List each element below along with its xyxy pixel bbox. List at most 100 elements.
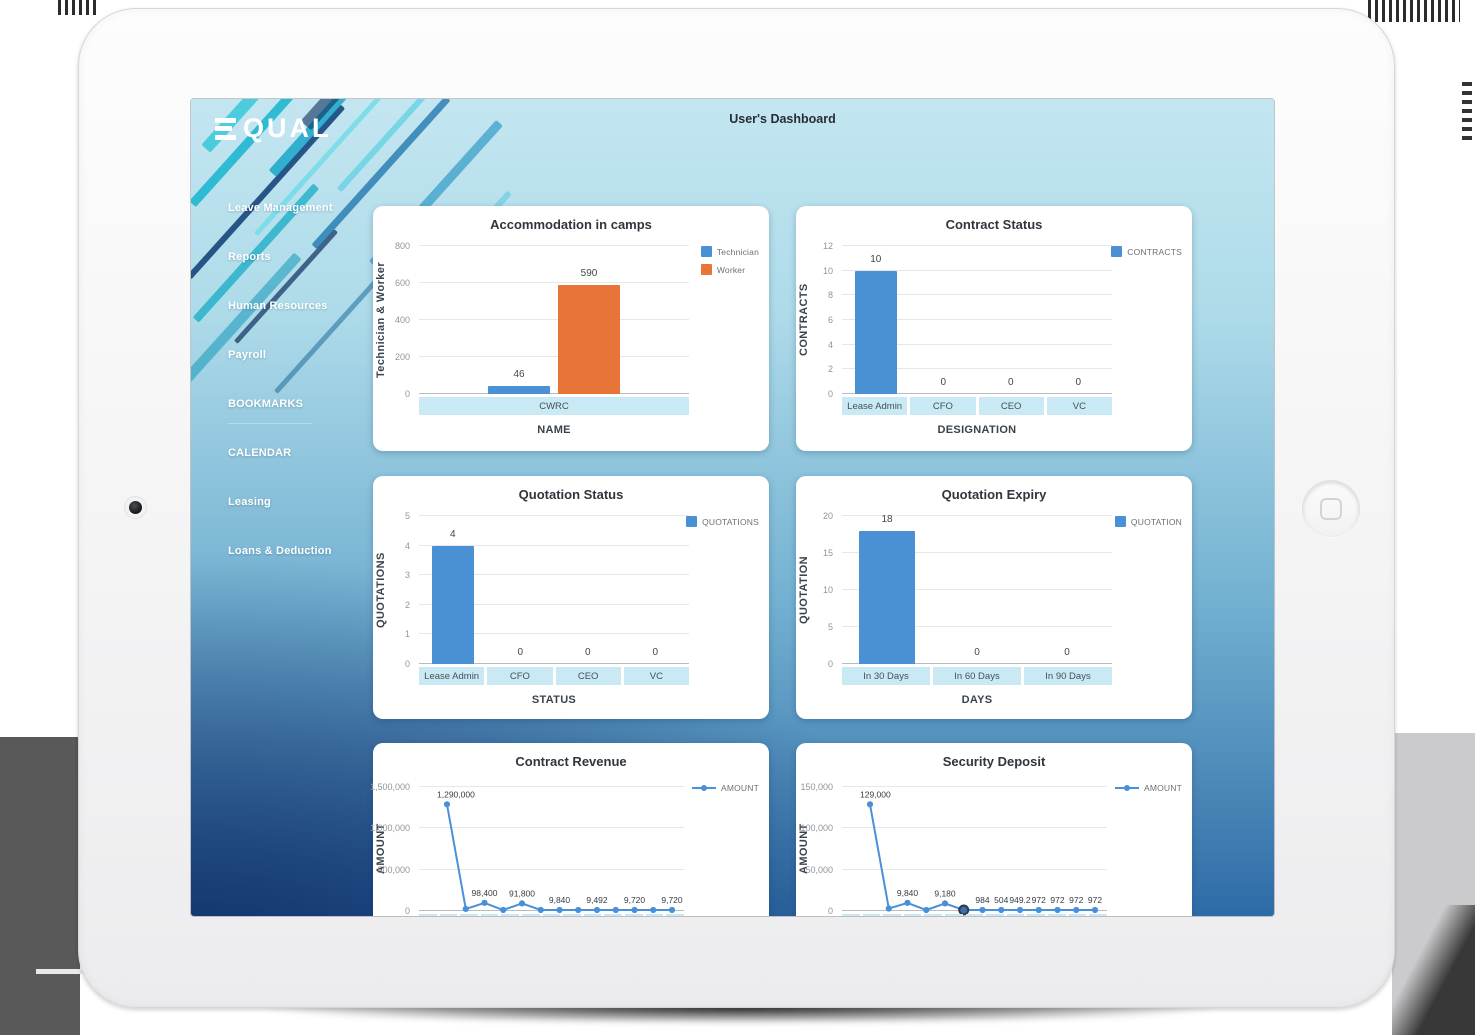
chart-legend[interactable]: AMOUNT: [1114, 783, 1182, 793]
data-point[interactable]: [500, 906, 507, 914]
data-point[interactable]: [556, 906, 563, 914]
sidebar-item-calendar[interactable]: CALENDAR: [228, 447, 378, 496]
legend-item[interactable]: AMOUNT: [1114, 783, 1182, 793]
line-series[interactable]: 1,290,000 98,400 91,800 9,840 9,492 9,720 9,72…: [419, 787, 684, 914]
chart-legend[interactable]: CONTRACTS: [1111, 246, 1182, 257]
category-cell[interactable]: [903, 914, 922, 916]
category-cell[interactable]: [842, 914, 860, 916]
sidebar-item-payroll[interactable]: Payroll: [228, 349, 378, 398]
home-button[interactable]: [1303, 481, 1359, 537]
sidebar-item-loans-deduction[interactable]: Loans & Deduction: [228, 545, 378, 594]
legend-item[interactable]: QUOTATIONS: [686, 516, 759, 527]
data-point[interactable]: [923, 906, 930, 914]
category-cell[interactable]: In 30 Days: [842, 667, 930, 685]
data-point[interactable]: [904, 899, 911, 906]
category-cell[interactable]: VC: [623, 667, 689, 685]
category-cell[interactable]: [1006, 914, 1025, 916]
category-cell[interactable]: CFO: [487, 667, 553, 685]
data-point[interactable]: [998, 906, 1005, 914]
data-point[interactable]: [575, 906, 582, 914]
data-point[interactable]: [518, 900, 526, 907]
data-point[interactable]: [1054, 906, 1061, 914]
chart-legend[interactable]: Technician Worker: [700, 246, 759, 275]
chart-legend[interactable]: AMOUNT: [691, 783, 759, 793]
category-cell[interactable]: In 90 Days: [1024, 667, 1112, 685]
chart-legend[interactable]: QUOTATIONS: [686, 516, 759, 527]
chart-plot[interactable]: 0 50,000 100,000 150,000 129,000 9,840 9,180 98…: [800, 782, 1107, 916]
data-point[interactable]: [1016, 906, 1024, 914]
chart-plot[interactable]: 0 500,000 1,000,000 1,500,000 1,290,000 98,40…: [370, 782, 684, 916]
category-cell[interactable]: CFO: [910, 397, 976, 415]
data-point[interactable]: [668, 906, 676, 914]
category-cell[interactable]: [924, 914, 943, 916]
legend-item[interactable]: QUOTATION: [1114, 516, 1182, 527]
data-point[interactable]: [612, 906, 619, 914]
data-point[interactable]: [462, 905, 469, 913]
data-point[interactable]: [537, 906, 544, 914]
category-cell[interactable]: [883, 914, 901, 916]
category-cell[interactable]: [542, 914, 561, 916]
bar[interactable]: [431, 545, 474, 664]
data-point[interactable]: [958, 904, 970, 916]
sidebar-item-bookmarks[interactable]: BOOKMARKS: [228, 398, 378, 447]
category-cell[interactable]: VC: [1046, 397, 1112, 415]
category-cell[interactable]: [522, 914, 540, 916]
sidebar-item-human-resources[interactable]: Human Resources: [228, 300, 378, 349]
category-cell[interactable]: [480, 914, 499, 916]
bar[interactable]: [488, 385, 550, 394]
category-cell[interactable]: [1027, 914, 1046, 916]
category-cell[interactable]: [501, 914, 520, 916]
sidebar-item-leave-management[interactable]: Leave Management: [228, 202, 378, 251]
category-cell[interactable]: CWRC: [419, 397, 689, 415]
category-cell[interactable]: [419, 914, 437, 916]
bar[interactable]: [854, 270, 897, 394]
data-point[interactable]: [885, 905, 892, 912]
category-cell[interactable]: [1068, 914, 1087, 916]
bar[interactable]: [859, 530, 915, 664]
data-point[interactable]: [631, 906, 638, 914]
data-point[interactable]: [1073, 906, 1080, 914]
category-cell[interactable]: [563, 914, 581, 916]
category-cell[interactable]: [604, 914, 623, 916]
legend-item[interactable]: Worker: [700, 264, 759, 275]
bar[interactable]: [558, 284, 620, 394]
data-point[interactable]: [481, 899, 488, 906]
category-cell[interactable]: [1048, 914, 1066, 916]
legend-item[interactable]: Technician: [700, 246, 759, 257]
data-point[interactable]: [650, 906, 657, 914]
chart-legend[interactable]: QUOTATION: [1114, 516, 1182, 527]
category-cell[interactable]: [625, 914, 643, 916]
chart-plot[interactable]: 0 1 2 3 4 5 4 0 0 0: [405, 511, 689, 669]
chart-plot[interactable]: 0 5 10 15 20 18 0 0: [823, 511, 1112, 669]
category-cell[interactable]: CEO: [978, 397, 1044, 415]
category-cell[interactable]: [965, 914, 984, 916]
legend-item[interactable]: AMOUNT: [691, 783, 759, 793]
category-cell[interactable]: [439, 914, 458, 916]
category-cell[interactable]: [583, 914, 602, 916]
category-cell[interactable]: [666, 914, 684, 916]
data-point[interactable]: [593, 906, 601, 914]
data-point[interactable]: [1091, 906, 1099, 914]
category-cell[interactable]: Lease Admin: [419, 667, 485, 685]
category-cell[interactable]: [460, 914, 478, 916]
category-cell[interactable]: [945, 914, 963, 916]
sidebar-item-leasing[interactable]: Leasing: [228, 496, 378, 545]
category-cell[interactable]: [862, 914, 881, 916]
data-point[interactable]: [866, 801, 874, 808]
category-cell[interactable]: In 60 Days: [933, 667, 1021, 685]
data-point[interactable]: [941, 900, 949, 907]
category-cell[interactable]: [645, 914, 664, 916]
category-cell[interactable]: CEO: [555, 667, 621, 685]
category-cell[interactable]: Lease Admin: [842, 397, 908, 415]
chart-plot[interactable]: 0 2 4 6 8 10 12 10 0 0 0: [823, 241, 1112, 399]
chart-plot[interactable]: 0 200 400 600 800 46 590: [395, 241, 689, 399]
sidebar-item-reports[interactable]: Reports: [228, 251, 378, 300]
data-point[interactable]: [979, 906, 986, 914]
legend-item[interactable]: CONTRACTS: [1111, 246, 1182, 257]
category-cell[interactable]: [986, 914, 1004, 916]
category-cell[interactable]: [1089, 914, 1107, 916]
data-point[interactable]: [443, 801, 451, 808]
data-point[interactable]: [1035, 906, 1042, 914]
gridline: [842, 626, 1112, 627]
